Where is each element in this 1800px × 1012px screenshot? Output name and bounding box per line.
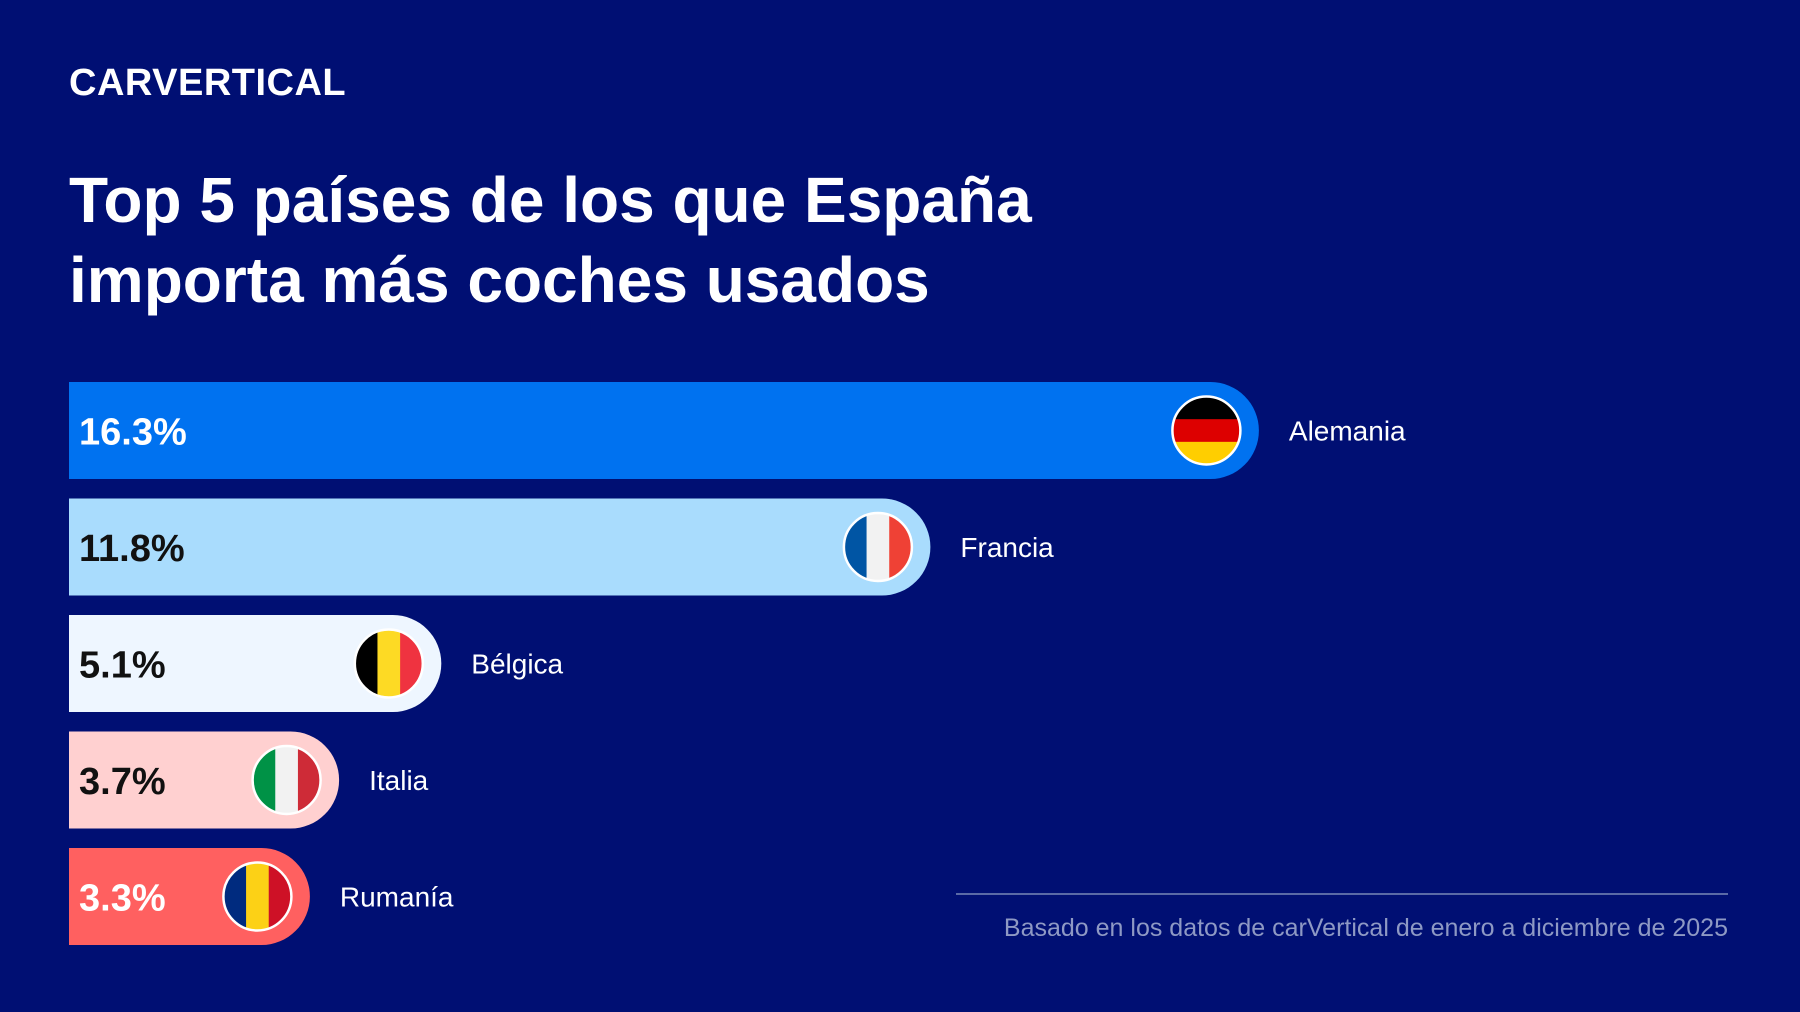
bar-group-0: 16.3% Alemania bbox=[69, 382, 1406, 479]
bar-value-label: 5.1% bbox=[79, 645, 166, 687]
bar-value-label: 3.3% bbox=[79, 878, 166, 920]
flag-ring bbox=[1171, 395, 1242, 466]
page-title: Top 5 países de los que España importa m… bbox=[69, 160, 1269, 320]
bar-group-1: 11.8% Francia bbox=[69, 498, 1054, 596]
flag-ring bbox=[842, 511, 914, 583]
category-label: Alemania bbox=[1289, 416, 1406, 447]
bar-value-label: 16.3% bbox=[79, 412, 187, 454]
category-label: Rumanía bbox=[340, 882, 454, 913]
carvertical-logo: CARVERTICAL bbox=[69, 62, 347, 104]
footnote-source: Basado en los datos de carVertical de en… bbox=[1003, 914, 1728, 942]
title-line-1: Top 5 países de los que España bbox=[69, 164, 1032, 236]
bar bbox=[69, 382, 1259, 479]
bar bbox=[69, 498, 931, 596]
bar-value-label: 3.7% bbox=[79, 761, 166, 803]
bar-group-4: 3.3% Rumanía bbox=[69, 848, 454, 945]
flag-ring bbox=[222, 861, 293, 932]
category-label: Italia bbox=[369, 765, 429, 796]
bar bbox=[69, 615, 442, 712]
flag-ring bbox=[353, 628, 425, 699]
category-label: Francia bbox=[960, 532, 1054, 563]
bar-value-label: 11.8% bbox=[79, 528, 185, 570]
bar-group-2: 5.1% Bélgica bbox=[69, 615, 564, 712]
category-label: Bélgica bbox=[471, 649, 563, 680]
bar-group-3: 3.7% Italia bbox=[69, 731, 429, 829]
title-line-2: importa más coches usados bbox=[69, 244, 930, 316]
footnote-divider bbox=[956, 893, 1728, 895]
flag-ring bbox=[251, 744, 322, 816]
